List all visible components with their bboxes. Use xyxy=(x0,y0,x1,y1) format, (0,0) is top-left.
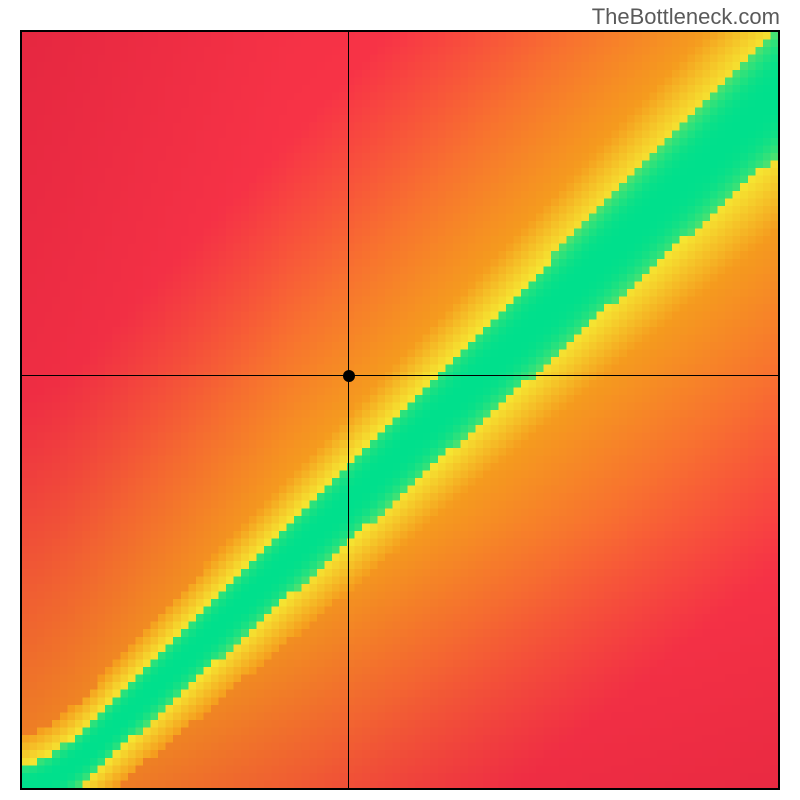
heatmap-canvas xyxy=(22,32,778,788)
watermark-text: TheBottleneck.com xyxy=(592,4,780,30)
